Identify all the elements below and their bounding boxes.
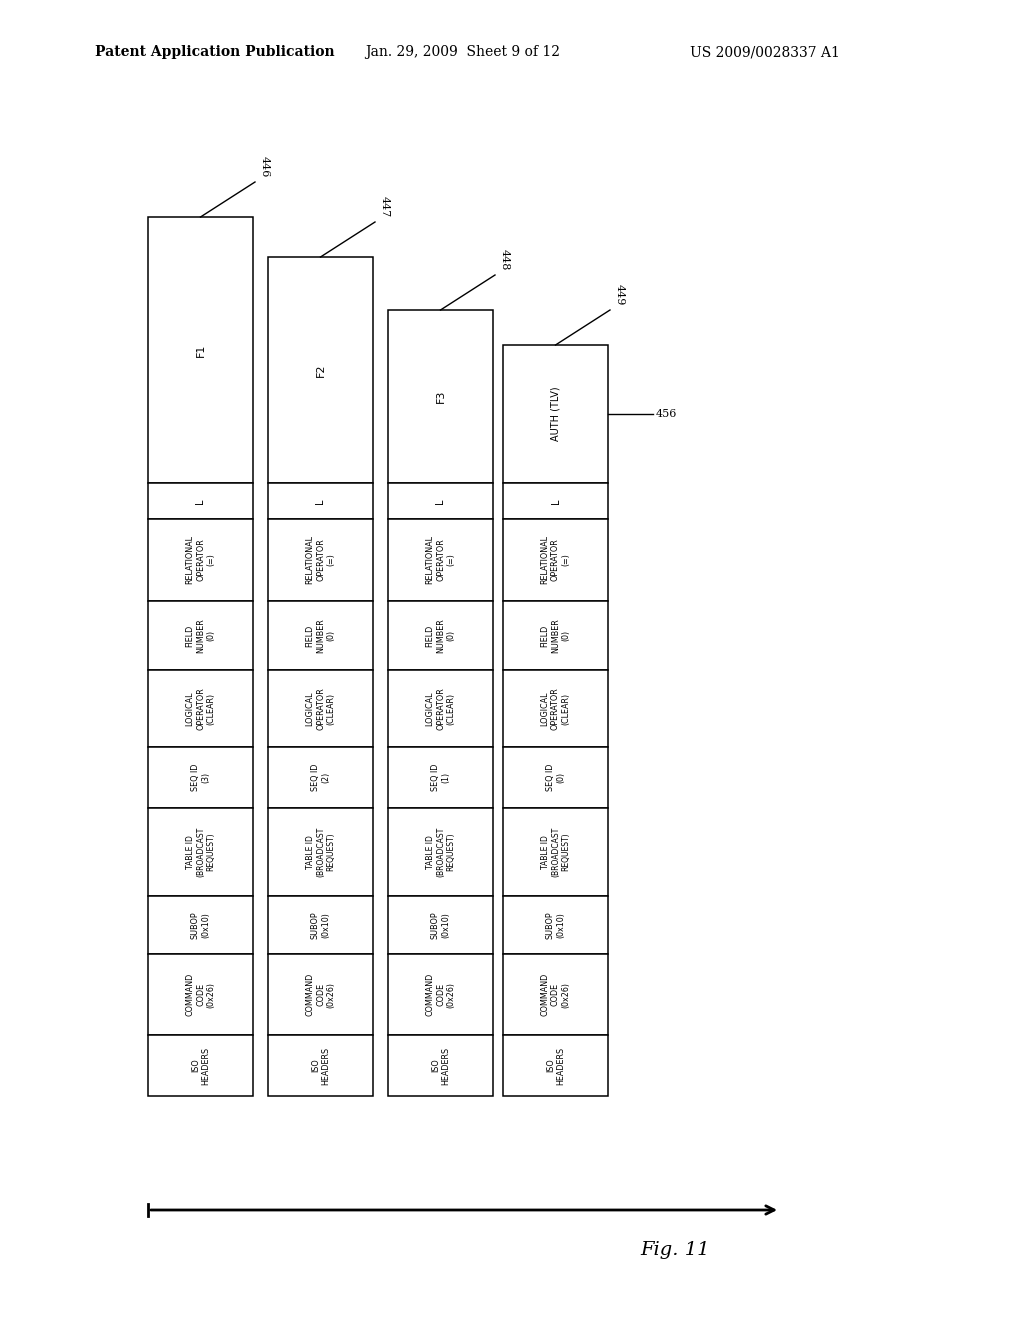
Bar	[388, 671, 493, 747]
Bar	[148, 954, 253, 1035]
Text: TABLE ID
(BROADCAST
REQUEST): TABLE ID (BROADCAST REQUEST)	[541, 826, 570, 876]
Text: ISO
HEADERS: ISO HEADERS	[311, 1047, 330, 1085]
Text: 448: 448	[500, 249, 510, 271]
Text: 447: 447	[380, 197, 390, 218]
Text: TABLE ID
(BROADCAST
REQUEST): TABLE ID (BROADCAST REQUEST)	[185, 826, 215, 876]
Text: LOGICAL
OPERATOR
(CLEAR): LOGICAL OPERATOR (CLEAR)	[305, 688, 336, 730]
Text: FIELD
NUMBER
(0): FIELD NUMBER (0)	[305, 618, 336, 653]
Text: US 2009/0028337 A1: US 2009/0028337 A1	[690, 45, 840, 59]
Text: SEQ ID
(3): SEQ ID (3)	[190, 764, 210, 791]
Bar	[388, 1035, 493, 1096]
Bar	[268, 671, 373, 747]
Text: LOGICAL
OPERATOR
(CLEAR): LOGICAL OPERATOR (CLEAR)	[426, 688, 456, 730]
Text: COMMAND
CODE
(0x26): COMMAND CODE (0x26)	[541, 973, 570, 1016]
Bar	[388, 808, 493, 896]
Text: COMMAND
CODE
(0x26): COMMAND CODE (0x26)	[185, 973, 215, 1016]
Bar	[388, 310, 493, 483]
Text: 456: 456	[656, 409, 677, 418]
Text: F1: F1	[196, 343, 206, 356]
Bar	[148, 483, 253, 519]
Text: FIELD
NUMBER
(0): FIELD NUMBER (0)	[541, 618, 570, 653]
Text: Jan. 29, 2009  Sheet 9 of 12: Jan. 29, 2009 Sheet 9 of 12	[365, 45, 560, 59]
Text: SUBOP
(0x10): SUBOP (0x10)	[546, 911, 565, 939]
Bar	[503, 345, 608, 483]
Bar	[268, 747, 373, 808]
Text: F3: F3	[435, 389, 445, 403]
Text: FIELD
NUMBER
(0): FIELD NUMBER (0)	[185, 618, 215, 653]
Text: AUTH (TLV): AUTH (TLV)	[551, 387, 560, 441]
Bar	[268, 896, 373, 954]
Bar	[503, 1035, 608, 1096]
Bar	[268, 257, 373, 483]
Bar	[268, 601, 373, 671]
Text: SEQ ID
(1): SEQ ID (1)	[431, 764, 451, 791]
Text: L: L	[435, 498, 445, 504]
Bar	[148, 896, 253, 954]
Text: SUBOP
(0x10): SUBOP (0x10)	[431, 911, 451, 939]
Text: F2: F2	[315, 363, 326, 376]
Text: 449: 449	[615, 284, 625, 306]
Text: 446: 446	[260, 156, 270, 178]
Bar	[148, 808, 253, 896]
Bar	[148, 747, 253, 808]
Bar	[148, 519, 253, 601]
Bar	[388, 747, 493, 808]
Text: Patent Application Publication: Patent Application Publication	[95, 45, 335, 59]
Bar	[503, 601, 608, 671]
Bar	[268, 1035, 373, 1096]
Text: LOGICAL
OPERATOR
(CLEAR): LOGICAL OPERATOR (CLEAR)	[541, 688, 570, 730]
Bar	[503, 519, 608, 601]
Bar	[503, 896, 608, 954]
Bar	[268, 483, 373, 519]
Bar	[503, 954, 608, 1035]
Text: COMMAND
CODE
(0x26): COMMAND CODE (0x26)	[426, 973, 456, 1016]
Bar	[388, 519, 493, 601]
Bar	[503, 808, 608, 896]
Text: TABLE ID
(BROADCAST
REQUEST): TABLE ID (BROADCAST REQUEST)	[426, 826, 456, 876]
Bar	[268, 954, 373, 1035]
Bar	[148, 601, 253, 671]
Text: RELATIONAL
OPERATOR
(=): RELATIONAL OPERATOR (=)	[426, 536, 456, 585]
Text: RELATIONAL
OPERATOR
(=): RELATIONAL OPERATOR (=)	[541, 536, 570, 585]
Text: L: L	[551, 498, 560, 504]
Bar	[388, 896, 493, 954]
Text: SUBOP
(0x10): SUBOP (0x10)	[311, 911, 330, 939]
Text: ISO
HEADERS: ISO HEADERS	[190, 1047, 210, 1085]
Text: COMMAND
CODE
(0x26): COMMAND CODE (0x26)	[305, 973, 336, 1016]
Bar	[388, 483, 493, 519]
Bar	[148, 671, 253, 747]
Bar	[503, 483, 608, 519]
Text: SUBOP
(0x10): SUBOP (0x10)	[190, 911, 210, 939]
Text: Fig. 11: Fig. 11	[640, 1241, 710, 1259]
Text: FIELD
NUMBER
(0): FIELD NUMBER (0)	[426, 618, 456, 653]
Text: RELATIONAL
OPERATOR
(=): RELATIONAL OPERATOR (=)	[305, 536, 336, 585]
Text: TABLE ID
(BROADCAST
REQUEST): TABLE ID (BROADCAST REQUEST)	[305, 826, 336, 876]
Text: L: L	[196, 498, 206, 504]
Bar	[503, 671, 608, 747]
Bar	[268, 519, 373, 601]
Text: RELATIONAL
OPERATOR
(=): RELATIONAL OPERATOR (=)	[185, 536, 215, 585]
Bar	[148, 1035, 253, 1096]
Bar	[503, 747, 608, 808]
Text: ISO
HEADERS: ISO HEADERS	[431, 1047, 451, 1085]
Bar	[148, 216, 253, 483]
Text: ISO
HEADERS: ISO HEADERS	[546, 1047, 565, 1085]
Bar	[388, 954, 493, 1035]
Bar	[268, 808, 373, 896]
Text: SEQ ID
(0): SEQ ID (0)	[546, 764, 565, 791]
Text: LOGICAL
OPERATOR
(CLEAR): LOGICAL OPERATOR (CLEAR)	[185, 688, 215, 730]
Text: L: L	[315, 498, 326, 504]
Text: SEQ ID
(2): SEQ ID (2)	[311, 764, 330, 791]
Bar	[388, 601, 493, 671]
